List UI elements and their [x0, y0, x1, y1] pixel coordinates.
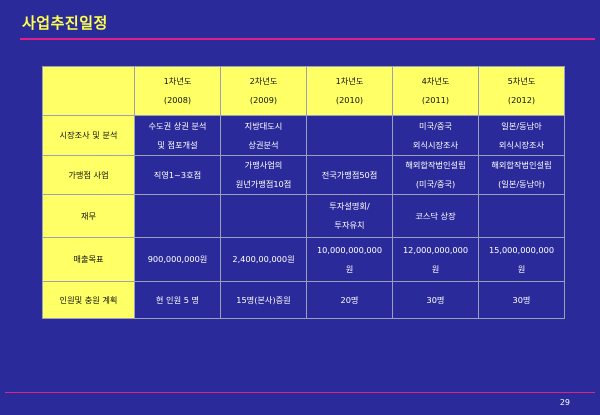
cell-line: 전국가맹점50점	[321, 169, 378, 180]
cell-line: 외식시장조사	[412, 139, 459, 150]
cell-line: 2,400,00,000원	[232, 254, 295, 264]
table-cell: 현 인원 5 명	[134, 281, 221, 319]
header-cell: 4차년도 (2011)	[392, 66, 479, 116]
table-cell: 지방대도시 상권분석	[220, 115, 307, 156]
cell-line: 30명	[426, 294, 445, 305]
header-corner-cell	[42, 66, 135, 116]
header-year-label: 4차년도	[421, 76, 450, 86]
cell-line: 수도권 상권 분석	[148, 120, 207, 131]
cell-line: 원	[345, 263, 354, 274]
cell-line: 20명	[340, 294, 359, 305]
header-year-label: 5차년도	[507, 76, 536, 86]
table-row: 인원및 충원 계획 현 인원 5 명 15명(본사)증원 20명 30명 30명	[42, 281, 565, 319]
table-cell: 900,000,000원	[134, 237, 221, 282]
table-cell: 2,400,00,000원	[220, 237, 307, 282]
table-cell	[306, 115, 393, 156]
table-cell: 일본/동남아 외식시장조사	[478, 115, 565, 156]
cell-line: 15명(본사)증원	[236, 294, 291, 305]
row-label-text: 매출목표	[73, 254, 104, 264]
cell-line: 및 점포개설	[157, 139, 198, 150]
cell-line: 코스닥 상장	[415, 210, 456, 221]
cell-line: 원년가맹점10점	[235, 179, 292, 189]
table-cell	[134, 194, 221, 238]
table-cell	[478, 194, 565, 238]
table-cell: 투자설명회/ 투자유치	[306, 194, 393, 238]
table-cell: 가맹사업의 원년가맹점10점	[220, 155, 307, 195]
row-label: 가맹점 사업	[42, 155, 135, 195]
table-cell: 미국/중국 외식시장조사	[392, 115, 479, 156]
table-cell: 해외합작법인설립 (미국/중국)	[392, 155, 479, 195]
cell-line: 현 인원 5 명	[155, 294, 200, 305]
header-year: (2009)	[249, 95, 278, 105]
cell-line: 일본/동남아	[501, 120, 542, 131]
table-cell: 해외합작법인설립 (일본/동남아)	[478, 155, 565, 195]
cell-line: 투자설명회/	[329, 201, 370, 211]
table-cell: 10,000,000,000 원	[306, 237, 393, 282]
table-row: 시장조사 및 분석 수도권 상권 분석 및 점포개설 지방대도시 상권분석 미국…	[42, 115, 565, 156]
header-year: (2011)	[421, 95, 450, 105]
table-row: 가맹점 사업 직영1~3호점 가맹사업의 원년가맹점10점 전국가맹점50점 해…	[42, 155, 565, 195]
table-cell: 코스닥 상장	[392, 194, 479, 238]
cell-line: 직영1~3호점	[153, 169, 202, 180]
row-label: 시장조사 및 분석	[42, 115, 135, 156]
table-row: 재무 투자설명회/ 투자유치 코스닥 상장	[42, 194, 565, 238]
cell-line: (미국/중국)	[415, 179, 456, 189]
row-label: 재무	[42, 194, 135, 238]
cell-line: 30명	[512, 294, 531, 305]
table-cell: 15,000,000,000 원	[478, 237, 565, 282]
row-label-text: 시장조사 및 분석	[59, 130, 118, 140]
cell-line: 원	[517, 263, 526, 274]
table-cell: 직영1~3호점	[134, 155, 221, 195]
table-cell: 15명(본사)증원	[220, 281, 307, 319]
row-label-text: 인원및 충원 계획	[59, 294, 118, 305]
cell-line: 지방대도시	[244, 120, 283, 131]
page-number: 29	[559, 398, 570, 407]
cell-line: 투자유치	[334, 220, 365, 230]
table-cell	[220, 194, 307, 238]
row-label-text: 가맹점 사업	[68, 169, 109, 180]
row-label-text: 재무	[80, 210, 97, 221]
header-cell: 2차년도 (2009)	[220, 66, 307, 116]
table-cell: 30명	[478, 281, 565, 319]
header-cell: 1차년도 (2010)	[306, 66, 393, 116]
table-cell: 전국가맹점50점	[306, 155, 393, 195]
table-cell: 수도권 상권 분석 및 점포개설	[134, 115, 221, 156]
row-label: 인원및 충원 계획	[42, 281, 135, 319]
cell-line: 미국/중국	[419, 120, 452, 131]
table-cell: 30명	[392, 281, 479, 319]
cell-line: 상권분석	[248, 139, 279, 150]
header-cell: 1차년도 (2008)	[134, 66, 221, 116]
footer-divider	[5, 392, 595, 393]
header-row: 1차년도 (2008) 2차년도 (2009) 1차년도 (2010) 4차년도…	[42, 66, 565, 116]
slide-title: 사업추진일정	[22, 14, 108, 32]
cell-line: 해외합작법인설립	[491, 160, 552, 170]
cell-line: 외식시장조사	[498, 139, 545, 150]
cell-line: 가맹사업의	[244, 160, 283, 170]
cell-line: 12,000,000,000	[402, 244, 469, 255]
header-year-label: 2차년도	[249, 76, 278, 86]
table-row: 매출목표 900,000,000원 2,400,00,000원 10,000,0…	[42, 237, 565, 282]
header-year-label: 1차년도	[335, 76, 364, 86]
cell-line: 해외합작법인설립	[405, 160, 466, 170]
cell-line: 900,000,000원	[147, 254, 208, 264]
header-year-label: 1차년도	[163, 76, 192, 86]
header-cell: 5차년도 (2012)	[478, 66, 565, 116]
table-cell: 20명	[306, 281, 393, 319]
title-divider	[20, 38, 595, 40]
cell-line: 원	[431, 263, 440, 274]
schedule-table: 1차년도 (2008) 2차년도 (2009) 1차년도 (2010) 4차년도…	[42, 66, 565, 319]
header-year: (2008)	[163, 95, 192, 105]
header-year: (2010)	[335, 95, 364, 105]
row-label: 매출목표	[42, 237, 135, 282]
table-cell: 12,000,000,000 원	[392, 237, 479, 282]
cell-line: (일본/동남아)	[498, 179, 545, 189]
header-year: (2012)	[507, 95, 536, 105]
cell-line: 10,000,000,000	[316, 244, 383, 255]
cell-line: 15,000,000,000	[488, 244, 555, 255]
